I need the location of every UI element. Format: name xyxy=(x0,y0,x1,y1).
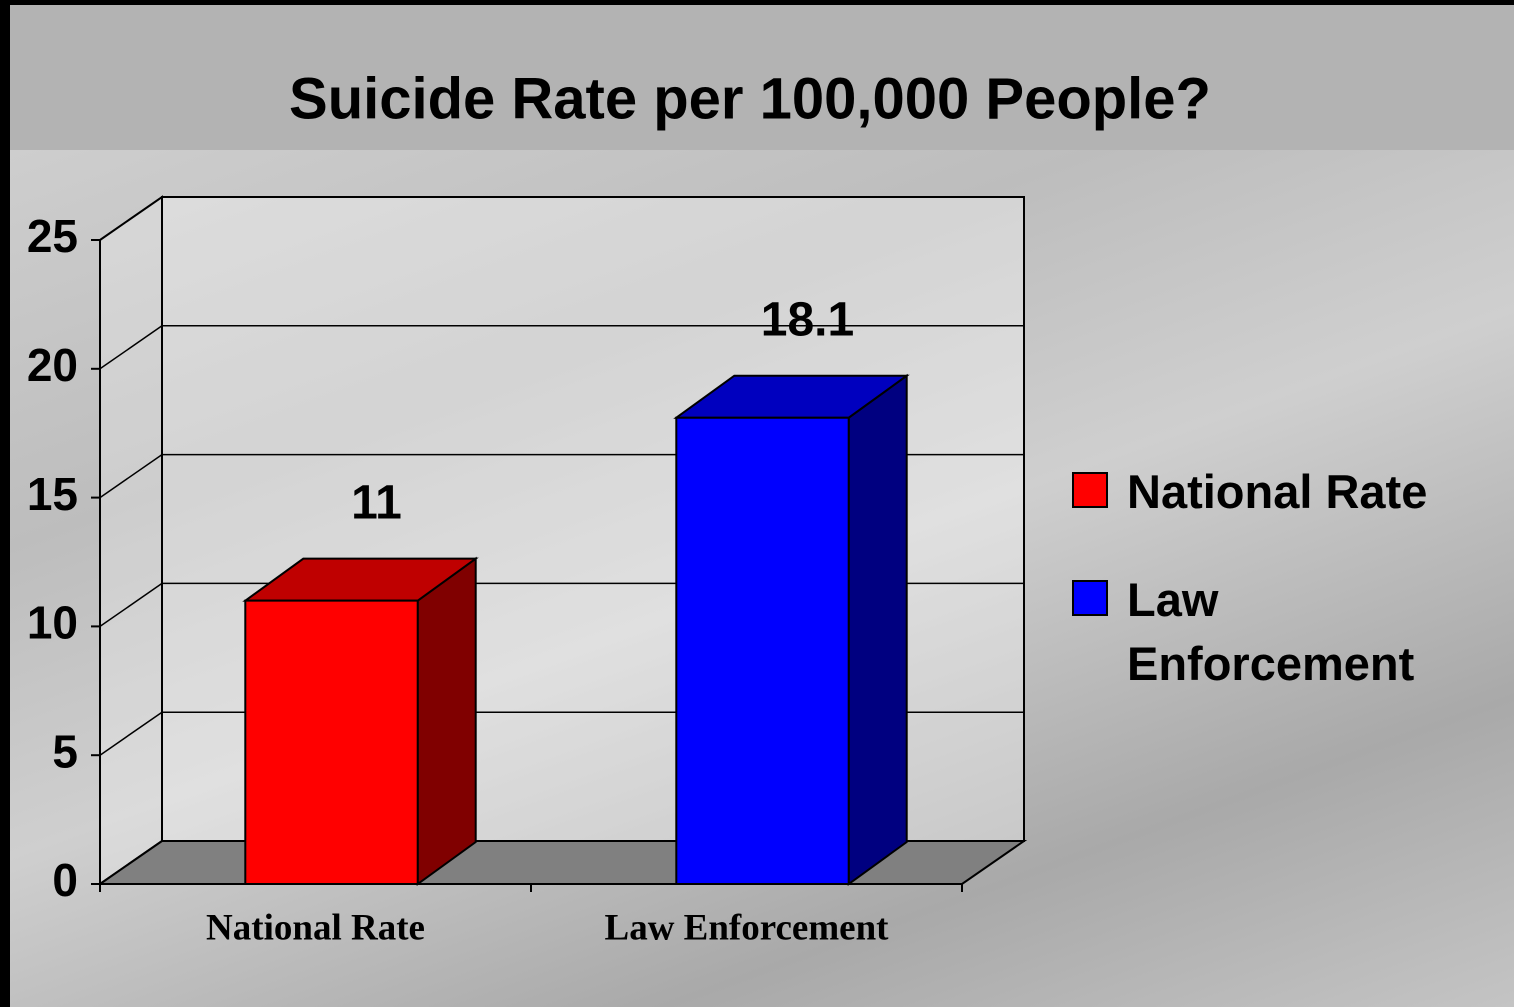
y-tick-label: 5 xyxy=(52,725,78,777)
grid-line xyxy=(99,453,163,499)
grid-line xyxy=(99,582,163,628)
x-tick-label: National Rate xyxy=(206,907,425,948)
chart: Suicide Rate per 100,000 People? 0 5 10 15 2… xyxy=(27,66,1211,948)
bar xyxy=(244,599,419,885)
title-bar xyxy=(10,5,1514,150)
legend-item: National Rate xyxy=(1072,460,1512,524)
y-tick-label: 10 xyxy=(27,597,78,649)
legend-label: Law Enforcement xyxy=(1127,573,1415,690)
legend-label: National Rate xyxy=(1127,465,1428,518)
y-tick-label: 0 xyxy=(52,854,78,906)
legend: National Rate Law Enforcement xyxy=(1072,460,1512,740)
y-tick-label: 25 xyxy=(27,210,78,262)
y-tick-label: 15 xyxy=(27,468,78,520)
x-tick-label: Law Enforcement xyxy=(605,907,890,948)
y-tick-label: 20 xyxy=(27,339,78,391)
slide: Suicide Rate per 100,000 People? 0 5 10 15 2… xyxy=(10,5,1514,1007)
legend-item: Law Enforcement xyxy=(1072,568,1512,696)
side-wall xyxy=(99,195,163,886)
grid-line xyxy=(99,196,163,241)
bar-side xyxy=(416,556,477,886)
legend-swatch xyxy=(1072,580,1108,616)
value-label: 11 xyxy=(351,476,402,529)
grid-line xyxy=(99,840,163,885)
bar xyxy=(675,416,850,885)
grid-line xyxy=(99,711,163,756)
grid-line xyxy=(99,325,163,370)
bar-side xyxy=(847,373,908,886)
value-label: 18.1 xyxy=(761,293,854,346)
chart-title: Suicide Rate per 100,000 People? xyxy=(289,66,1211,131)
legend-swatch xyxy=(1072,472,1108,508)
